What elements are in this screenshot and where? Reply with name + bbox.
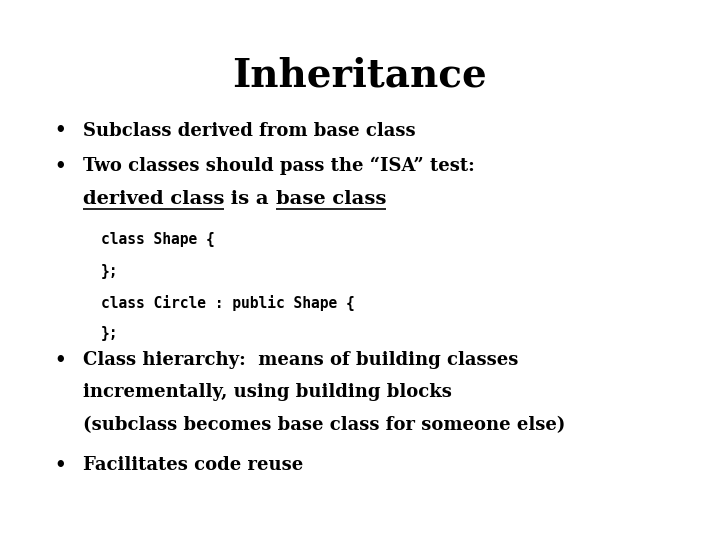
Text: class Circle : public Shape {: class Circle : public Shape { bbox=[101, 295, 354, 311]
Text: •: • bbox=[54, 351, 66, 369]
Text: incrementally, using building blocks: incrementally, using building blocks bbox=[83, 383, 451, 401]
Text: Class hierarchy:  means of building classes: Class hierarchy: means of building class… bbox=[83, 351, 518, 369]
Text: Inheritance: Inheritance bbox=[233, 57, 487, 94]
Text: (subclass becomes base class for someone else): (subclass becomes base class for someone… bbox=[83, 416, 565, 434]
Text: base class: base class bbox=[276, 190, 386, 208]
Text: Two classes should pass the “ISA” test:: Two classes should pass the “ISA” test: bbox=[83, 157, 474, 175]
Text: •: • bbox=[54, 157, 66, 174]
Text: derived class: derived class bbox=[83, 190, 224, 208]
Text: Subclass derived from base class: Subclass derived from base class bbox=[83, 122, 415, 139]
Text: •: • bbox=[54, 122, 66, 139]
Text: class Shape {: class Shape { bbox=[101, 232, 215, 247]
Text: };: }; bbox=[101, 326, 118, 341]
Text: is a: is a bbox=[224, 190, 276, 208]
Text: };: }; bbox=[101, 264, 118, 279]
Text: Facilitates code reuse: Facilitates code reuse bbox=[83, 456, 303, 474]
Text: •: • bbox=[54, 456, 66, 474]
